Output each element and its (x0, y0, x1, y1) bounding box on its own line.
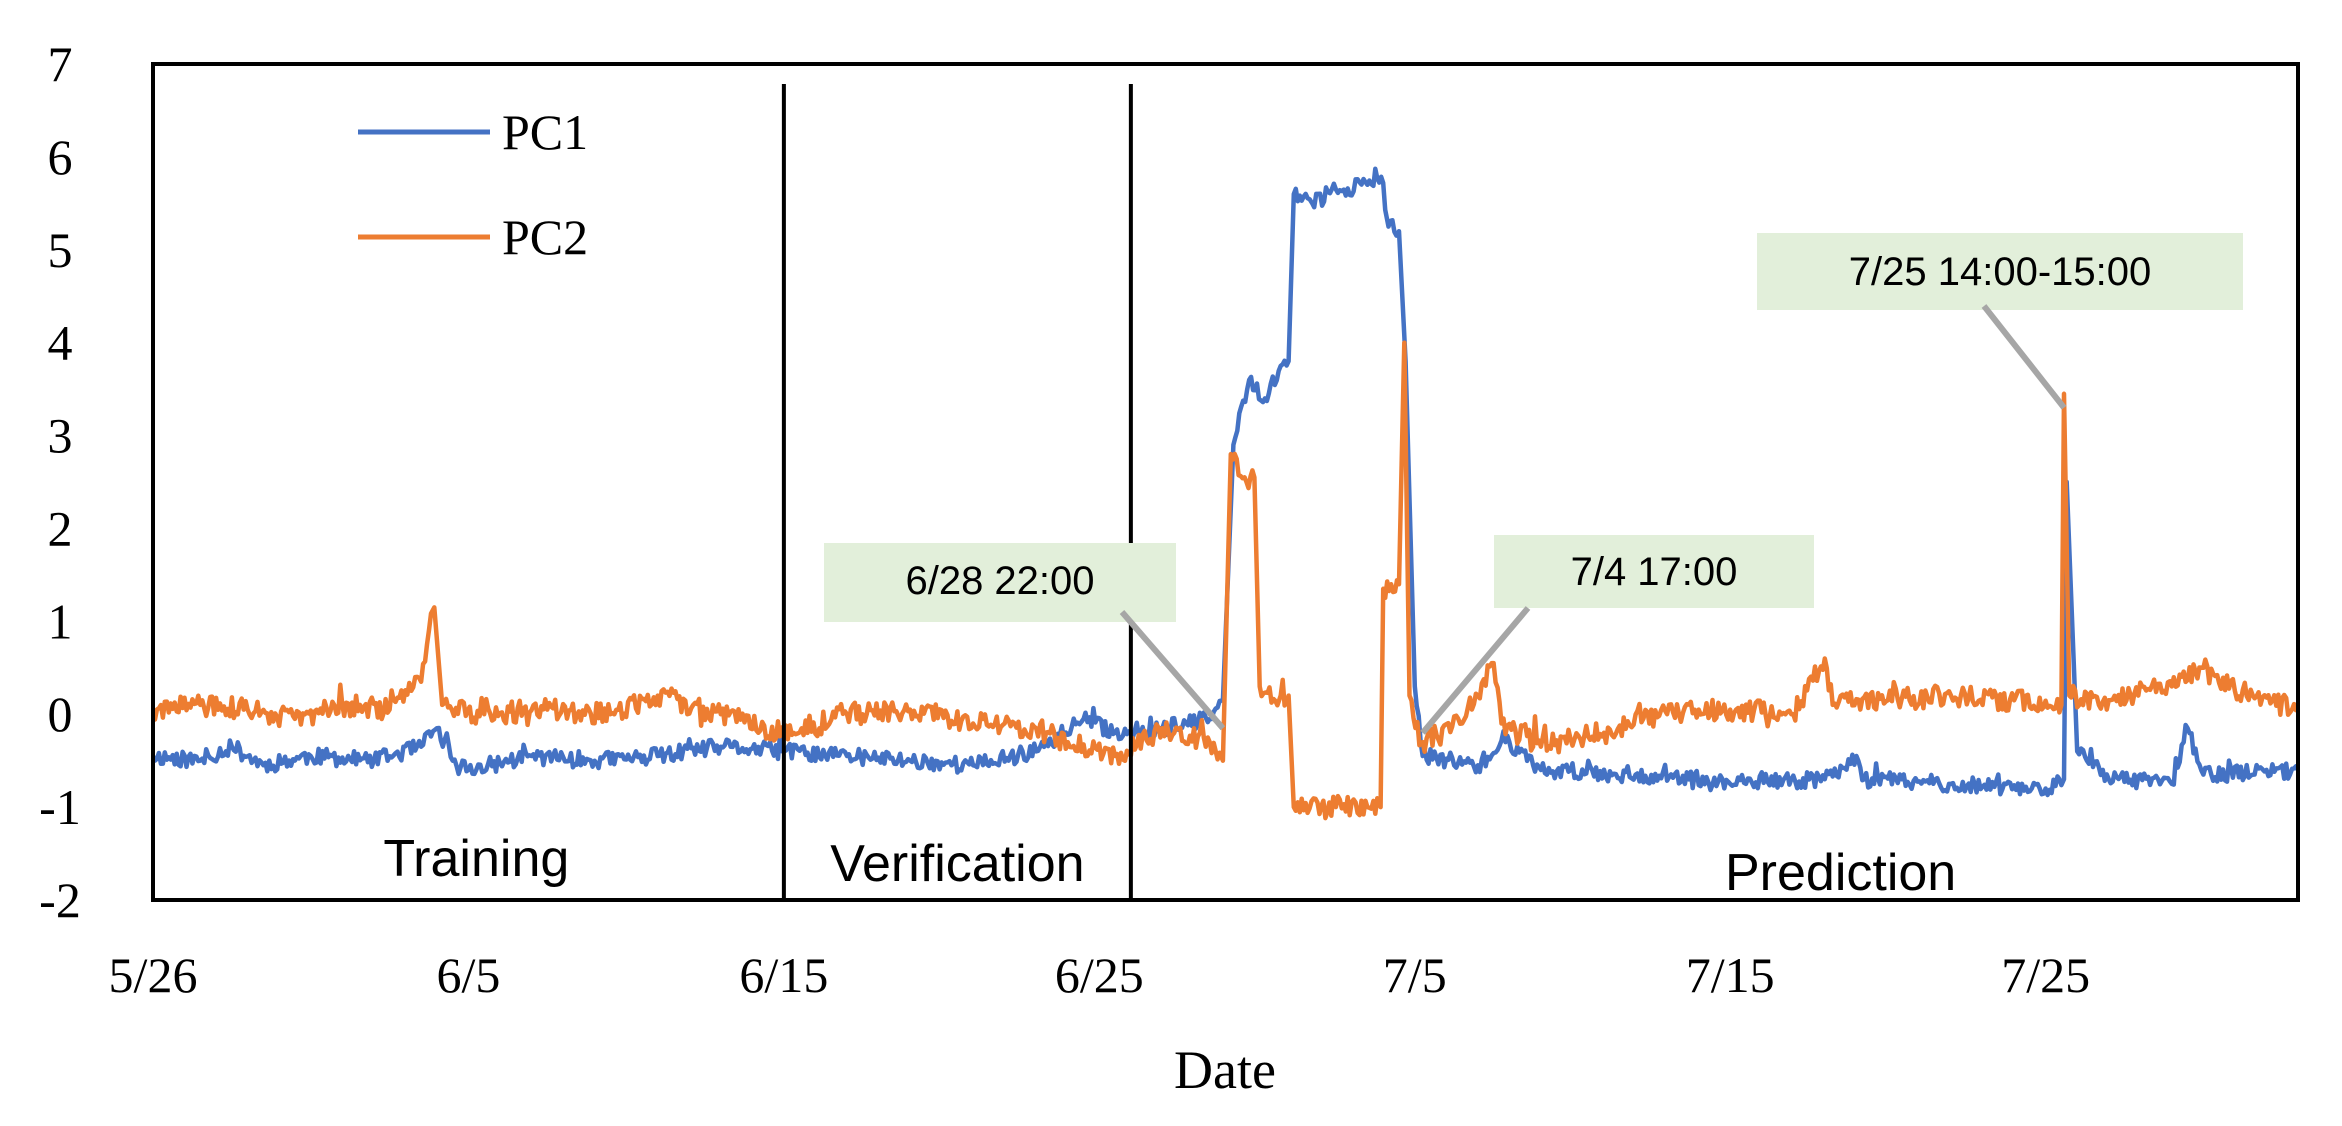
legend-label-pc1: PC1 (502, 104, 588, 160)
legend-label-pc2: PC2 (502, 209, 588, 265)
annotation-label: 6/28 22:00 (905, 559, 1094, 603)
x-axis-label: Date (1174, 1040, 1276, 1100)
x-tick-label: 6/5 (436, 947, 500, 1003)
y-tick-label: -1 (39, 779, 81, 835)
x-tick-label: 7/25 (2001, 947, 2090, 1003)
x-axis-ticks: 5/26 6/5 6/15 6/25 7/5 7/15 7/25 (109, 947, 2091, 1003)
annotation-leader (1420, 606, 1531, 735)
annotation-box (1757, 233, 2243, 310)
series-layer (150, 166, 2300, 821)
y-tick-label: 2 (48, 500, 73, 556)
y-tick-label: 6 (48, 129, 73, 185)
y-tick-label: 1 (48, 593, 73, 649)
annotations: 6/28 22:00 7/4 17:00 7/25 14:00-15:00 (824, 233, 2243, 735)
x-tick-label: 6/25 (1055, 947, 1144, 1003)
phase-label: Verification (830, 835, 1084, 893)
annotation-box (824, 543, 1176, 622)
y-tick-label: 4 (48, 315, 73, 371)
series-line-pc2 (150, 340, 2299, 821)
series-line-pc1 (150, 166, 2300, 798)
annotation-label: 7/25 14:00-15:00 (1849, 250, 2151, 294)
phase-dividers (781, 84, 1133, 900)
legend: PC1 PC2 (358, 104, 588, 265)
x-tick-label: 6/15 (739, 947, 828, 1003)
phase-label: Training (383, 830, 569, 888)
x-tick-label: 5/26 (109, 947, 198, 1003)
annotation-box (1494, 535, 1814, 608)
y-tick-label: 7 (48, 36, 73, 92)
plot-frame (151, 62, 2300, 902)
annotation-leader (1981, 304, 2067, 410)
y-tick-label: 5 (48, 222, 73, 278)
y-axis-ticks: -2 -1 0 1 2 3 4 5 6 7 (39, 36, 81, 928)
y-tick-label: 0 (48, 686, 73, 742)
phase-label: Prediction (1725, 844, 1956, 902)
annotation-label: 7/4 17:00 (1571, 550, 1738, 594)
y-tick-label: 3 (48, 408, 73, 464)
x-tick-label: 7/15 (1686, 947, 1775, 1003)
x-tick-label: 7/5 (1383, 947, 1447, 1003)
annotation-leader (1119, 610, 1226, 731)
phase-labels: Training Verification Prediction (383, 830, 1956, 902)
y-tick-label: -2 (39, 872, 81, 928)
